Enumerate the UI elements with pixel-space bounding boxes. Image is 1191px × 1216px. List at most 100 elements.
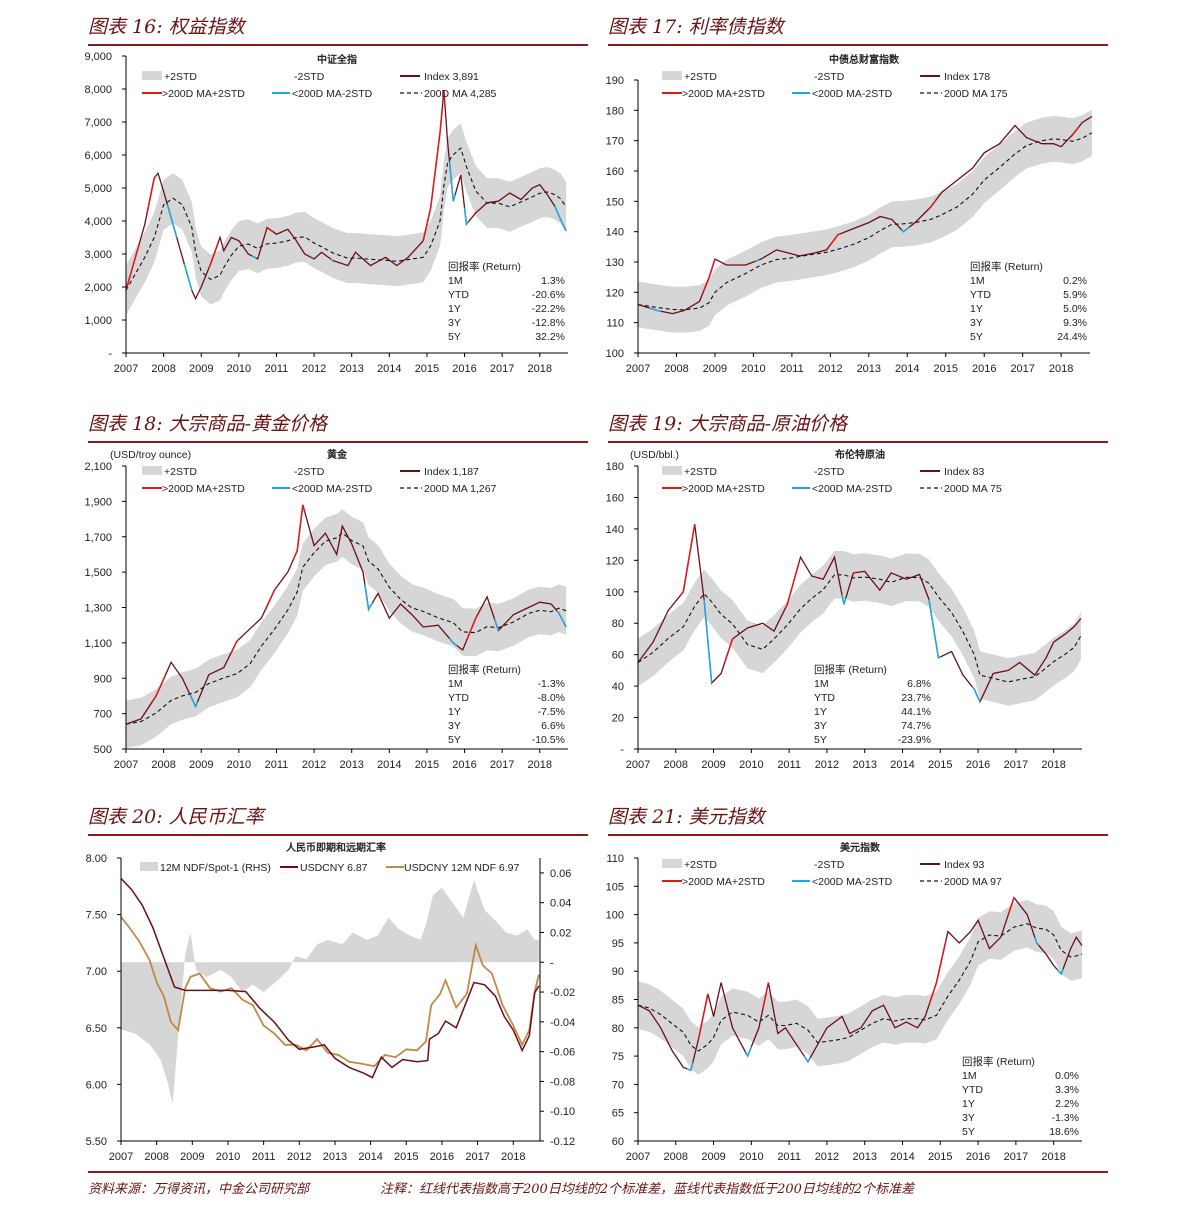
y-tick-label: 140: [606, 227, 624, 239]
chart-title: 中证全指: [317, 53, 357, 66]
returns-value: 32.2%: [535, 331, 565, 343]
above-2std-segment: [829, 233, 841, 246]
x-tick-label: 2018: [528, 759, 552, 771]
x-tick-label: 2011: [777, 759, 801, 771]
above-2std-segment: [927, 199, 937, 210]
y2-tick-label: -0.12: [550, 1136, 575, 1148]
returns-period: 5Y: [448, 734, 461, 746]
y-tick-label: 40: [612, 681, 624, 693]
index-line: [637, 896, 1083, 1072]
returns-value: -1.3%: [1052, 1112, 1079, 1124]
legend-ma: 200D MA 1,267: [424, 483, 497, 495]
x-tick-label: 2015: [415, 759, 439, 771]
legend-ma: 200D MA 175: [944, 88, 1008, 100]
below-2std-segment: [330, 258, 334, 262]
y2-tick-label: -0.10: [550, 1106, 575, 1118]
x-tick-label: 2007: [626, 363, 650, 375]
x-tick-label: 2013: [852, 759, 876, 771]
y-tick-label: 60: [612, 1136, 624, 1148]
legend-usdcny: USDCNY 6.87: [300, 862, 368, 874]
y2-tick-label: -: [550, 957, 554, 969]
x-tick-label: 2018: [501, 1151, 525, 1163]
above-2std-segment: [264, 586, 278, 611]
y2-tick-label: 0.02: [550, 927, 571, 939]
legend-swatch-band: [662, 466, 682, 475]
returns-period: 1Y: [448, 706, 461, 718]
x-tick-label: 2008: [664, 759, 688, 771]
x-tick-label: 2014: [895, 363, 919, 375]
below-2std-segment: [1034, 936, 1040, 946]
index-line: [637, 524, 1082, 704]
y-tick-label: 2,100: [84, 461, 112, 473]
legend-minus2std: -2STD: [814, 466, 845, 478]
above-2std-segment: [1072, 126, 1080, 136]
returns-value: -8.0%: [538, 692, 565, 704]
y-tick-label: 100: [606, 348, 624, 360]
x-tick-label: 2013: [339, 363, 363, 375]
x-tick-label: 2008: [664, 1151, 688, 1163]
y-tick-label: 7,000: [84, 117, 112, 129]
footer-note: 注释：红线代表指数高于200日均线的2个标准差，蓝线代表指数低于200日均线的2…: [380, 1182, 915, 1197]
returns-value: 18.6%: [1049, 1126, 1079, 1138]
legend-plus2std: +2STD: [164, 466, 197, 478]
y-tick-label: 1,100: [84, 638, 112, 650]
returns-period: 3Y: [814, 720, 827, 732]
y-tick-label: 160: [606, 492, 624, 504]
x-tick-label: 2007: [109, 1151, 133, 1163]
below-2std-segment: [166, 204, 178, 238]
y-tick-label: 6.00: [86, 1079, 107, 1091]
below-2std-segment: [448, 161, 456, 202]
legend-up: >200D MA+2STD: [682, 483, 765, 495]
returns-value: 2.2%: [1055, 1098, 1079, 1110]
legend-ma: 200D MA 75: [944, 483, 1002, 495]
x-tick-label: 2010: [739, 1151, 763, 1163]
legend-swatch-band: [142, 71, 162, 80]
y-tick-label: 75: [612, 1051, 624, 1063]
x-tick-label: 2010: [227, 759, 251, 771]
x-tick-label: 2011: [265, 363, 289, 375]
legend-index: Index 3,891: [424, 71, 479, 83]
returns-period: YTD: [962, 1084, 983, 1096]
y-tick-label: 95: [612, 938, 624, 950]
below-2std-segment: [928, 599, 941, 659]
y-tick-label: 160: [606, 166, 624, 178]
legend-plus2std: +2STD: [684, 71, 717, 83]
x-tick-label: 2016: [972, 363, 996, 375]
returns-value: 5.0%: [1063, 303, 1087, 315]
chart-caption: 图表 17: 利率债指数: [608, 16, 784, 38]
legend-up: >200D MA+2STD: [682, 876, 765, 888]
returns-header: 回报率 (Return): [970, 260, 1043, 273]
x-tick-label: 2018: [528, 363, 552, 375]
y-tick-label: 3,000: [84, 249, 112, 261]
legend-index: Index 178: [944, 71, 990, 83]
returns-value: -22.2%: [532, 303, 565, 315]
x-tick-label: 2009: [703, 363, 727, 375]
chart-title: 中债总财富指数: [829, 53, 900, 66]
legend-down: <200D MA-2STD: [812, 88, 893, 100]
y-tick-label: 1,500: [84, 567, 112, 579]
below-2std-segment: [556, 610, 567, 628]
caption-rule: [608, 44, 1108, 46]
below-2std-segment: [554, 205, 567, 232]
x-tick-label: 2009: [189, 759, 213, 771]
legend-minus2std: -2STD: [814, 859, 845, 871]
legend-index: Index 83: [944, 466, 984, 478]
returns-value: 23.7%: [901, 692, 931, 704]
x-tick-label: 2007: [114, 363, 138, 375]
x-tick-label: 2012: [287, 1151, 311, 1163]
std-band-area: [126, 123, 567, 316]
x-tick-label: 2012: [818, 363, 842, 375]
chart-caption: 图表 20: 人民币汇率: [88, 806, 264, 828]
legend-index: Index 93: [944, 859, 984, 871]
returns-value: 44.1%: [901, 706, 931, 718]
x-tick-label: 2010: [741, 363, 765, 375]
x-tick-label: 2016: [430, 1151, 454, 1163]
x-tick-label: 2012: [815, 1151, 839, 1163]
y-tick-label: 20: [612, 713, 624, 725]
x-tick-label: 2014: [377, 363, 401, 375]
legend-index: Index 1,187: [424, 466, 479, 478]
footer-rule: [88, 1171, 1108, 1173]
legend-ndf-spot: 12M NDF/Spot-1 (RHS): [160, 862, 271, 874]
usdcny-ndf-line: [120, 916, 540, 1068]
